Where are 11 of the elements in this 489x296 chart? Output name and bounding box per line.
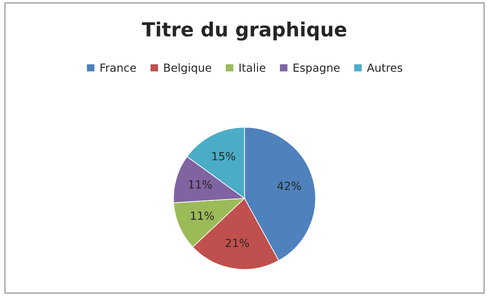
- legend-label: Belgique: [164, 63, 212, 74]
- data-label: 11%: [190, 211, 214, 220]
- legend-label: France: [100, 64, 136, 72]
- chart-title: Titre du graphique: [142, 22, 346, 41]
- legend-label: Italie: [240, 63, 266, 72]
- data-label: 15%: [212, 152, 236, 160]
- legend-label: Espagne: [294, 64, 340, 74]
- legend-label: Autres: [366, 64, 402, 72]
- data-label: 21%: [226, 238, 250, 248]
- data-label: 11%: [189, 180, 212, 189]
- data-label: 42%: [277, 182, 301, 190]
